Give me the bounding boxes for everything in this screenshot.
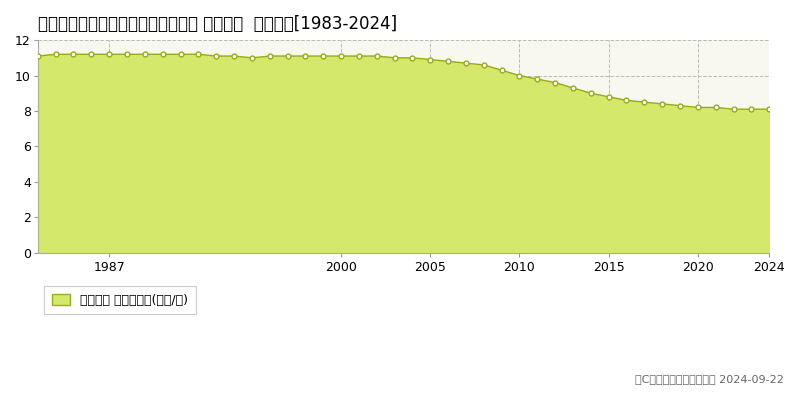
Text: （C）土地価格ドットコム 2024-09-22: （C）土地価格ドットコム 2024-09-22	[635, 374, 784, 384]
Legend: 基準地価 平均坪単価(万円/坪): 基準地価 平均坪単価(万円/坪)	[44, 286, 196, 314]
Text: 宮崎県都城市下川東１丁目７号８番 基準地価  地価推移[1983-2024]: 宮崎県都城市下川東１丁目７号８番 基準地価 地価推移[1983-2024]	[38, 15, 397, 33]
